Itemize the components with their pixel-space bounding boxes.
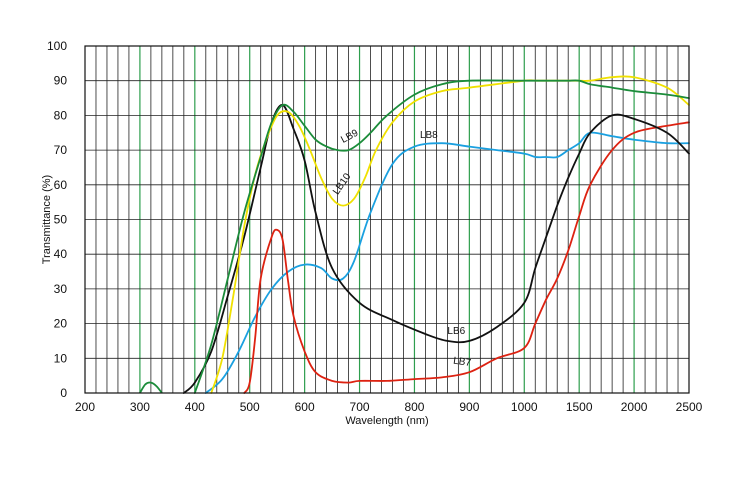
x-tick-label: 400 <box>185 400 205 414</box>
x-tick-labels: 200 300 400 500 600 700 800 900 1000 1500 2000 2500 <box>75 400 703 414</box>
y-tick-labels: 0 10 20 30 40 50 60 70 80 90 100 <box>47 39 67 400</box>
absorbance-bump-line <box>139 381 163 394</box>
x-tick-label: 500 <box>240 400 260 414</box>
series-label-lb7: LB7 <box>452 356 472 369</box>
y-tick-label: 90 <box>54 74 68 88</box>
y-tick-label: 50 <box>54 213 68 227</box>
x-tick-label: 700 <box>350 400 370 414</box>
y-tick-label: 0 <box>60 386 67 400</box>
series-label-lb8: LB8 <box>420 130 438 141</box>
x-tick-label: 300 <box>130 400 150 414</box>
x-tick-label: 2500 <box>676 400 703 414</box>
series-label-lb9: LB9 <box>339 128 360 146</box>
x-tick-label: 900 <box>459 400 479 414</box>
y-tick-label: 30 <box>54 282 68 296</box>
x-tick-label: 600 <box>295 400 315 414</box>
y-tick-label: 40 <box>54 247 68 261</box>
y-tick-label: 80 <box>54 108 68 122</box>
x-tick-label: 200 <box>75 400 95 414</box>
x-axis-title: Wavelength (nm) <box>345 415 428 427</box>
series-label-lb6: LB6 <box>447 326 465 337</box>
series-line-lb7 <box>243 121 690 394</box>
series-label-lb10: LB10 <box>331 171 354 197</box>
x-tick-label: 1500 <box>566 400 593 414</box>
series-labels: LB9 LB10 LB8 LB6 LB7 <box>331 128 472 369</box>
y-tick-label: 20 <box>54 317 68 331</box>
series-line-lb6 <box>182 104 690 394</box>
y-axis-title: Transmittance (%) <box>41 175 53 264</box>
plot-frame <box>84 45 690 394</box>
y-tick-label: 100 <box>47 39 67 53</box>
series-line-lb8 <box>204 131 690 394</box>
y-tick-label: 70 <box>54 143 68 157</box>
x-tick-label: 1000 <box>511 400 538 414</box>
x-tick-label: 2000 <box>621 400 648 414</box>
series-line-lb9 <box>193 79 690 394</box>
absorbance-bump <box>139 381 163 394</box>
y-tick-label: 60 <box>54 178 68 192</box>
grid <box>84 45 690 394</box>
x-tick-label: 800 <box>404 400 424 414</box>
series-layer <box>182 75 690 394</box>
y-tick-label: 10 <box>54 351 68 365</box>
